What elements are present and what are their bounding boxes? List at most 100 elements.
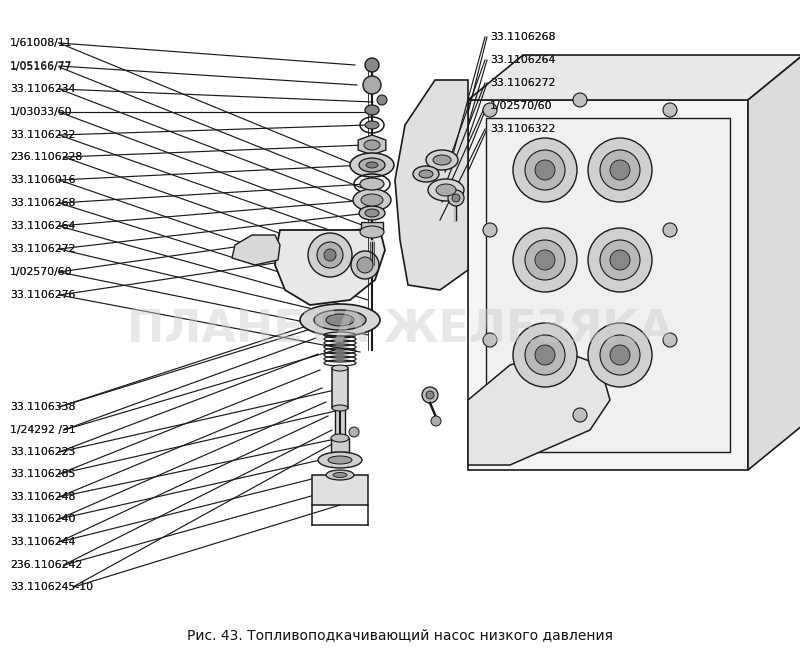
Ellipse shape [335, 436, 345, 440]
Circle shape [600, 150, 640, 190]
Text: 33.1106234: 33.1106234 [10, 84, 75, 94]
Ellipse shape [426, 150, 458, 170]
Circle shape [324, 249, 336, 261]
Polygon shape [468, 55, 800, 100]
Text: 33.1106268: 33.1106268 [490, 32, 555, 42]
Ellipse shape [364, 140, 380, 150]
Ellipse shape [332, 365, 348, 371]
Ellipse shape [366, 162, 378, 168]
Circle shape [610, 250, 630, 270]
Text: 33.1106285: 33.1106285 [10, 469, 75, 479]
Polygon shape [748, 55, 800, 470]
Ellipse shape [360, 178, 384, 190]
Ellipse shape [331, 434, 349, 442]
Circle shape [600, 240, 640, 280]
Circle shape [357, 257, 373, 273]
Polygon shape [468, 100, 748, 470]
Ellipse shape [332, 405, 348, 411]
Circle shape [535, 345, 555, 365]
Ellipse shape [326, 470, 354, 480]
Circle shape [525, 335, 565, 375]
Circle shape [349, 427, 359, 437]
Text: 33.1106232: 33.1106232 [10, 130, 75, 140]
Text: 1/02570/60: 1/02570/60 [10, 267, 73, 277]
Ellipse shape [359, 158, 385, 172]
Circle shape [610, 160, 630, 180]
Bar [486, 118, 730, 452]
Text: 33.1106272: 33.1106272 [10, 244, 75, 254]
Circle shape [308, 233, 352, 277]
Polygon shape [468, 350, 610, 465]
Text: 1/02570/60: 1/02570/60 [10, 267, 73, 277]
Text: 236.1106228: 236.1106228 [10, 152, 82, 162]
Ellipse shape [419, 170, 433, 178]
Circle shape [513, 323, 577, 387]
Text: 33.1106264: 33.1106264 [10, 221, 75, 231]
Ellipse shape [328, 456, 352, 464]
Text: 33.1106244: 33.1106244 [10, 537, 75, 547]
Text: 1/03033/60: 1/03033/60 [10, 107, 73, 117]
Polygon shape [395, 80, 468, 290]
Text: 236.1106242: 236.1106242 [10, 560, 82, 570]
Text: 33.1106322: 33.1106322 [490, 124, 555, 134]
Ellipse shape [350, 153, 394, 177]
Circle shape [426, 391, 434, 399]
Circle shape [525, 150, 565, 190]
Circle shape [365, 58, 379, 72]
Ellipse shape [333, 473, 347, 477]
Ellipse shape [436, 184, 456, 196]
Text: 33.1106338: 33.1106338 [10, 402, 75, 412]
Circle shape [422, 387, 438, 403]
Text: 236.1106228: 236.1106228 [10, 152, 82, 162]
Circle shape [351, 251, 379, 279]
Ellipse shape [361, 194, 383, 206]
Text: 33.1106272: 33.1106272 [490, 78, 555, 88]
Ellipse shape [353, 189, 391, 211]
Text: 33.1106276: 33.1106276 [10, 290, 75, 300]
Circle shape [363, 76, 381, 94]
Polygon shape [232, 235, 280, 265]
Text: 33.1106268: 33.1106268 [10, 198, 75, 208]
Text: 33.1106234: 33.1106234 [10, 84, 75, 94]
Text: 33.1106272: 33.1106272 [10, 244, 75, 254]
Text: 33.1106276: 33.1106276 [10, 290, 75, 300]
Circle shape [317, 242, 343, 268]
Text: 33.1106248: 33.1106248 [10, 492, 75, 502]
Circle shape [610, 345, 630, 365]
Text: 33.1106264: 33.1106264 [10, 221, 75, 231]
Text: 1/05166/77: 1/05166/77 [10, 62, 72, 72]
Text: 1/05166/77: 1/05166/77 [10, 61, 72, 71]
Ellipse shape [300, 304, 380, 336]
Ellipse shape [360, 226, 384, 238]
Ellipse shape [326, 314, 354, 326]
Circle shape [573, 93, 587, 107]
Text: 33.1106264: 33.1106264 [490, 55, 555, 65]
Text: 1/61008/11: 1/61008/11 [10, 38, 73, 48]
Bar [332, 368, 348, 408]
Text: 33.1106245-10: 33.1106245-10 [10, 582, 93, 592]
Text: 1/24292 /31: 1/24292 /31 [10, 425, 76, 435]
Ellipse shape [359, 206, 385, 220]
Circle shape [452, 194, 460, 202]
Bar [335, 408, 345, 438]
Text: 1/24292 /31: 1/24292 /31 [10, 425, 76, 435]
Ellipse shape [413, 166, 439, 182]
Polygon shape [275, 230, 385, 305]
Text: 1/03033/60: 1/03033/60 [10, 107, 73, 117]
Text: 33.1106016: 33.1106016 [10, 175, 75, 185]
Ellipse shape [428, 179, 464, 201]
Circle shape [588, 138, 652, 202]
Text: 33.1106240: 33.1106240 [10, 514, 75, 524]
Circle shape [535, 160, 555, 180]
Circle shape [483, 103, 497, 117]
Circle shape [663, 103, 677, 117]
Text: 33.1106268: 33.1106268 [490, 32, 555, 42]
Text: 33.1106322: 33.1106322 [490, 124, 555, 134]
Circle shape [483, 333, 497, 347]
Circle shape [483, 223, 497, 237]
Circle shape [535, 250, 555, 270]
Text: 33.1106248: 33.1106248 [10, 492, 75, 502]
Text: 33.1106232: 33.1106232 [10, 130, 75, 140]
Text: 33.1106264: 33.1106264 [490, 55, 555, 65]
Circle shape [377, 95, 387, 105]
